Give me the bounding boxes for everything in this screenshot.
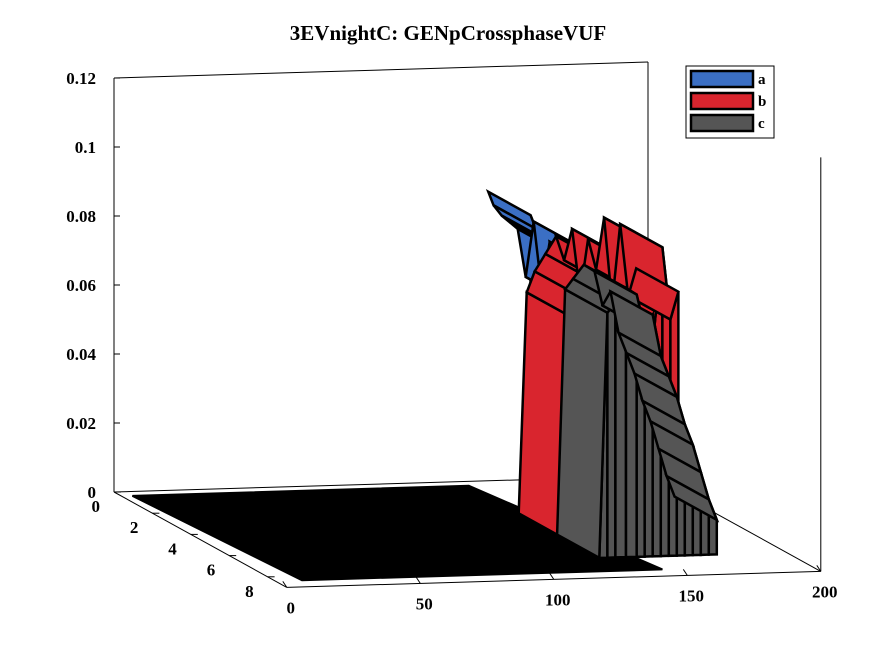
x-tick-mark [682,569,688,576]
chart-title: 3EVnightC: GENpCrossphaseVUF [290,21,606,45]
z-tick-label: 0.06 [66,276,96,295]
floor-surface-patch [131,484,663,582]
legend-swatch-a [689,69,755,89]
y-tick-label: 6 [207,561,216,580]
y-tick-label: 4 [168,539,177,558]
x-tick-label: 100 [545,590,571,609]
legend-swatch-c [689,113,755,133]
y-tick-label: 8 [245,582,254,601]
legend-label-a: a [758,72,766,88]
z-tick-label: 0.02 [66,414,96,433]
series-c-top [664,473,720,523]
x-tick-label: 50 [416,594,433,613]
surfaces [485,189,720,560]
y-tick-label: 0 [92,497,101,516]
z-tick-label: 0.1 [75,138,96,157]
x-tick-label: 0 [287,598,296,617]
legend-swatch-b [689,91,755,111]
legend: abc [685,65,775,139]
z-tick-label: 0.08 [66,207,96,226]
x-tick-label: 200 [812,582,838,601]
x-tick-mark [282,581,288,588]
z-tick-label: 0.12 [66,69,96,88]
x-tick-mark [816,565,822,572]
legend-label-c: c [758,116,765,132]
series-c-top [555,287,609,560]
y-tick-label: 2 [130,518,139,537]
legend-label-b: b [758,94,766,110]
frame-edge [113,491,288,588]
z-tick-label: 0 [88,483,97,502]
z-tick-label: 0.04 [66,345,96,364]
x-tick-label: 150 [679,586,705,605]
frame-edge [113,61,649,79]
series-c [555,263,720,560]
series-b-top [626,266,680,322]
floor-surface [131,484,663,582]
x-tick-mark [415,577,421,584]
axis-ticks: 0 0.02 0.04 0.06 0.08 0.1 0.12 0 50 100 150 200 0 2 4 6… [66,69,837,617]
x-tick-mark [549,573,555,580]
